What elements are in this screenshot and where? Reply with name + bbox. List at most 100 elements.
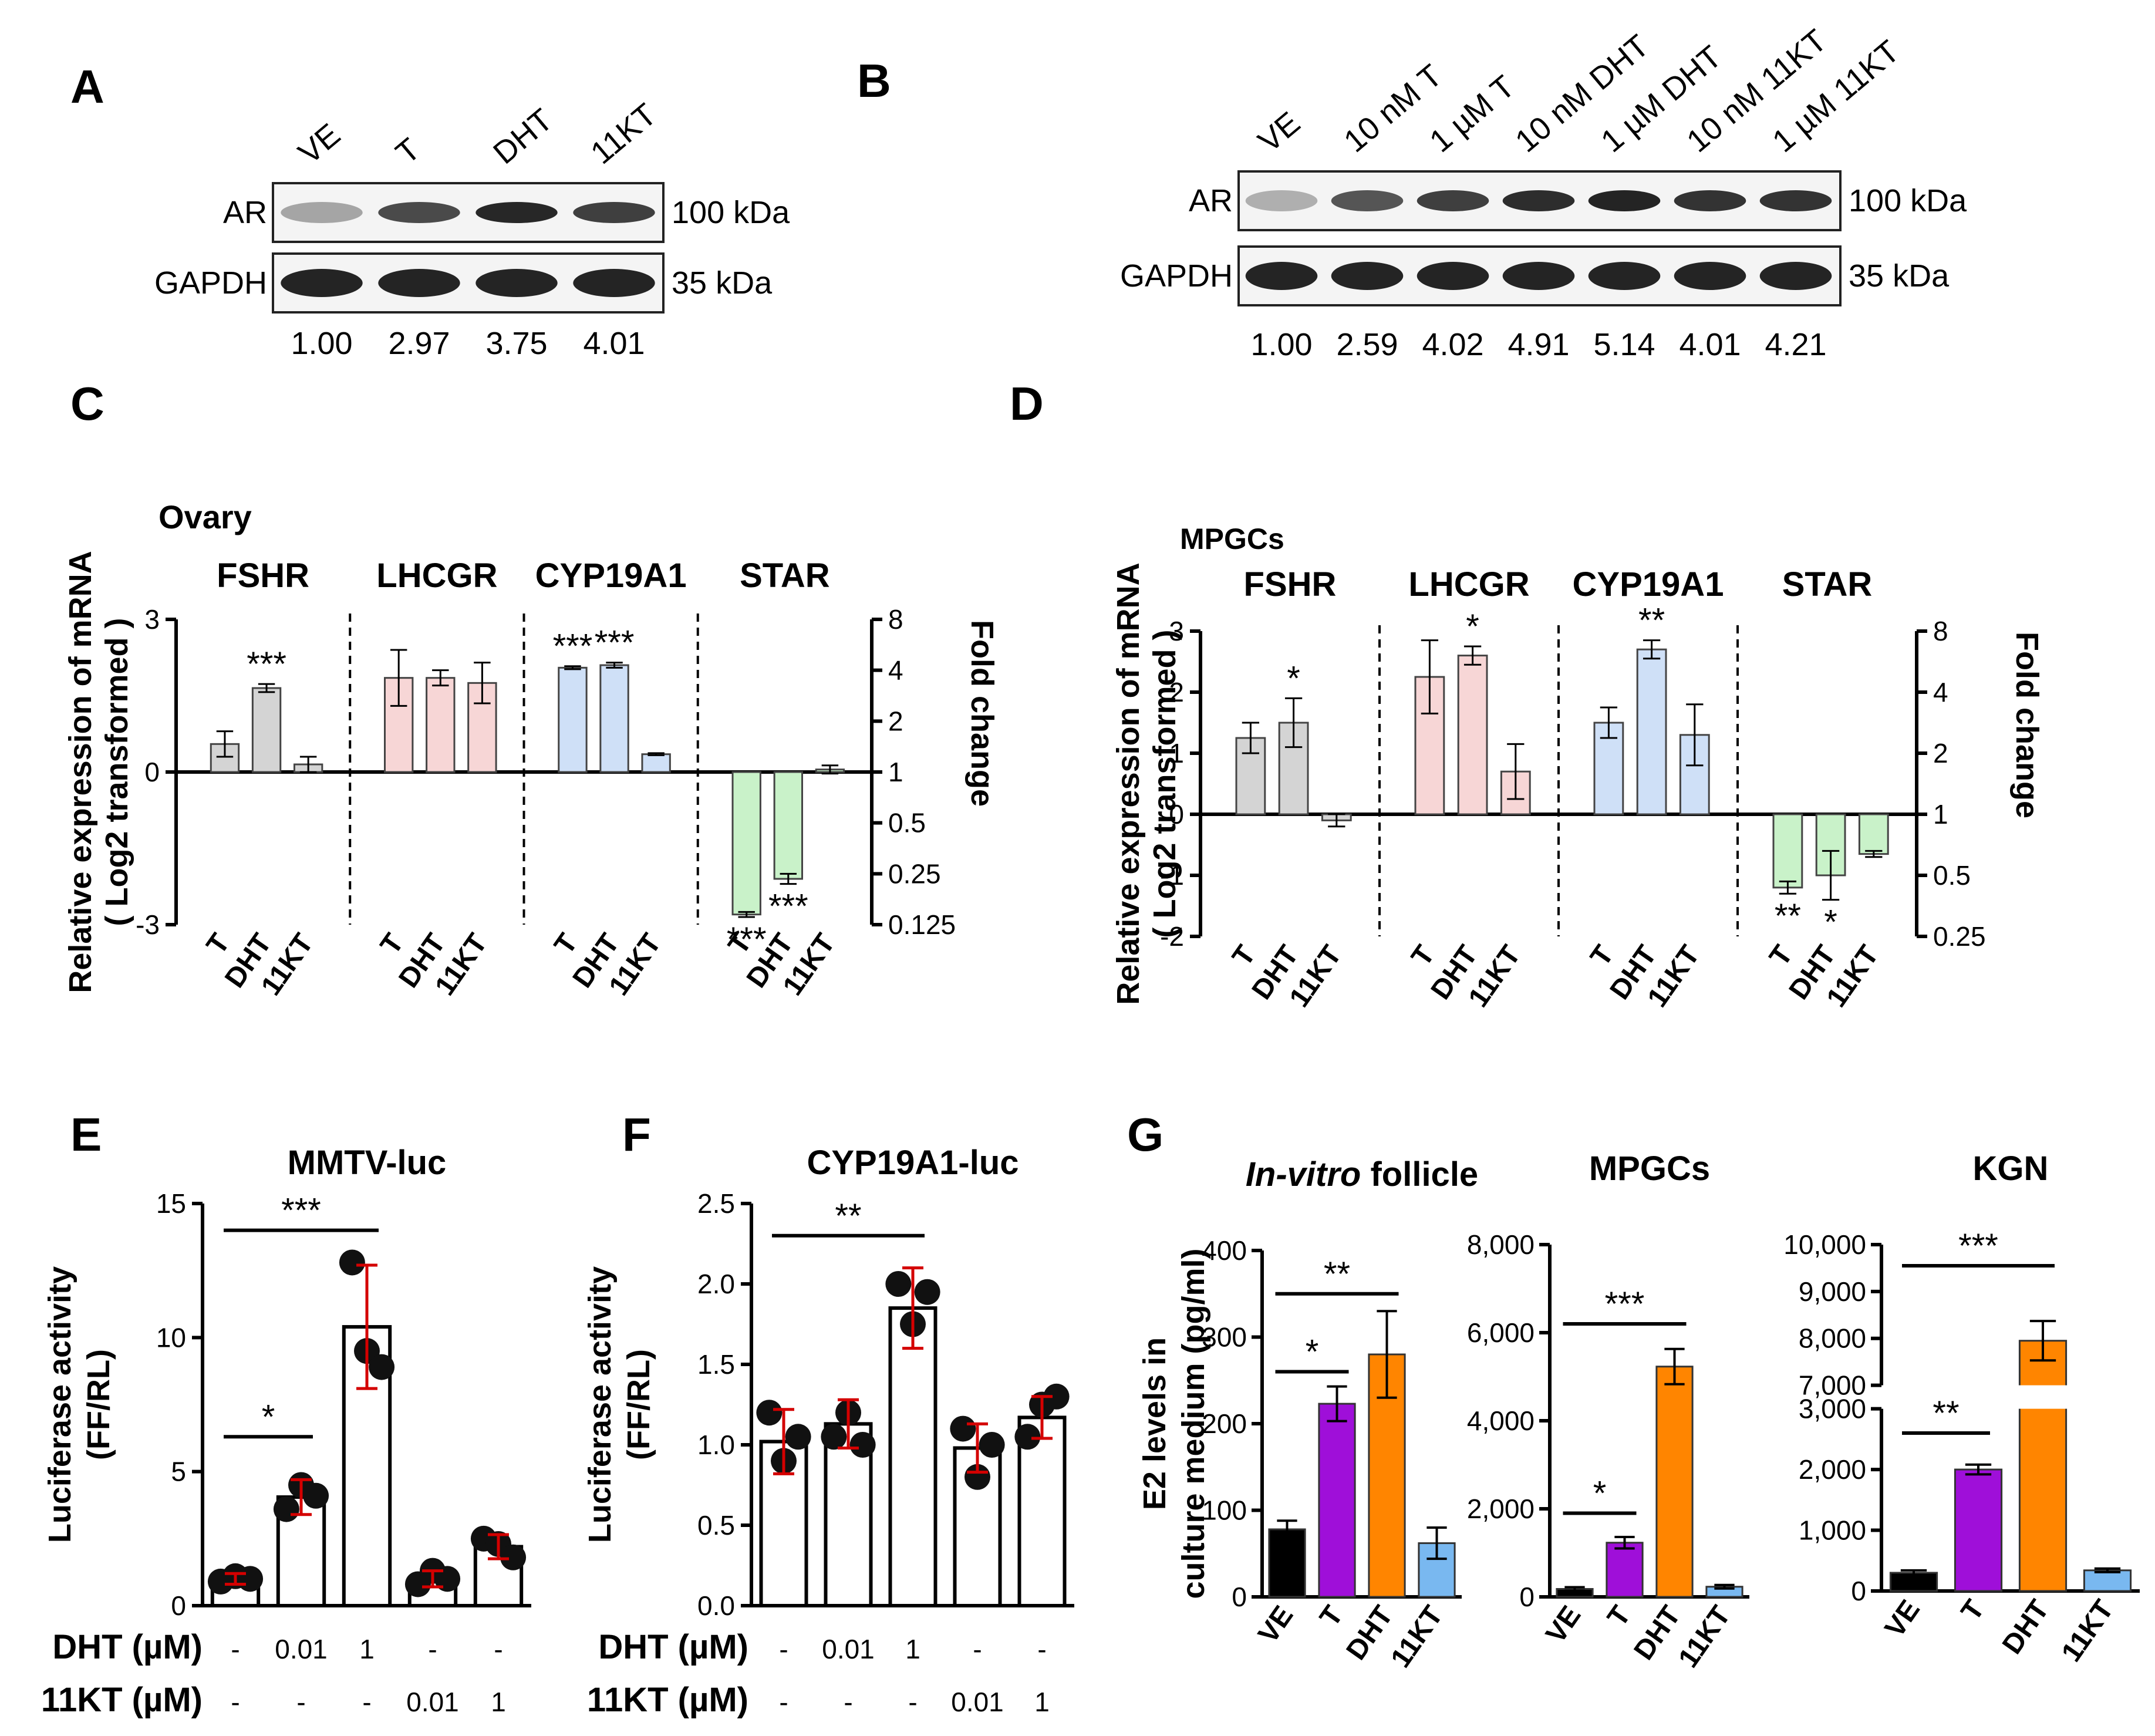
y2-tick-label: 0.25 [888, 858, 941, 889]
y-tick-label: 0 [1519, 1582, 1535, 1612]
significance-mark: *** [595, 624, 635, 662]
y-tick-label: 2 [1169, 677, 1184, 707]
category-label: T [201, 928, 236, 960]
y-tick-label: 3 [144, 604, 160, 635]
y2-tick-label: 2 [888, 706, 903, 736]
data-point [237, 1566, 264, 1592]
significance-mark: *** [727, 921, 767, 959]
y-tick-label: 1,000 [1799, 1515, 1866, 1546]
bar [1954, 1468, 2003, 1592]
blot-band [1674, 190, 1746, 211]
blot-band [475, 202, 558, 223]
y2-tick-label: 2 [1933, 738, 1948, 768]
y2-tick-label: 4 [1933, 677, 1948, 707]
bar [1772, 813, 1803, 889]
bar [731, 771, 761, 916]
bar [251, 687, 282, 773]
dose-dht-value: - [973, 1634, 982, 1664]
y-tick-label: 0.0 [697, 1590, 735, 1621]
category-label: T [1314, 1600, 1349, 1632]
dose-11kt-value: 0.01 [406, 1687, 459, 1717]
data-point [821, 1424, 847, 1450]
dose-11kt-value: - [908, 1687, 917, 1717]
blot-band [573, 269, 655, 297]
category-label: T [375, 928, 410, 960]
bar [1318, 1403, 1356, 1598]
dose-11kt-value: - [296, 1687, 305, 1717]
y-tick-label: 6,000 [1467, 1317, 1535, 1348]
dose-dht-value: - [779, 1634, 788, 1664]
chart-title-italic: In-vitro [1246, 1155, 1361, 1194]
y-tick-label: 3 [1169, 616, 1184, 646]
panel-label-c: C [70, 377, 104, 430]
y2-tick-label: 1 [888, 757, 903, 787]
group-label: FSHR [1244, 565, 1337, 604]
chart-title: MMTV-luc [288, 1144, 447, 1182]
y-tick-label: 2,000 [1799, 1454, 1866, 1485]
bar [1636, 648, 1667, 815]
blot-band [1588, 262, 1661, 290]
y-tick-label: 5 [171, 1457, 186, 1487]
dose-dht-value: 1 [359, 1634, 375, 1664]
blot-quant-value: 4.02 [1422, 327, 1483, 362]
significance-mark: ** [1933, 1394, 1959, 1432]
bar [1606, 1542, 1644, 1598]
blot-band [1245, 262, 1318, 290]
blot-band [573, 202, 655, 223]
data-point [303, 1482, 329, 1509]
dose-dht-value: 0.01 [275, 1634, 328, 1664]
blot-band [378, 269, 460, 297]
y-tick-label: 100 [1202, 1495, 1247, 1526]
chart-title: In-vitro follicle [1246, 1155, 1478, 1194]
significance-mark: *** [1605, 1285, 1645, 1323]
blot-quant-value: 4.21 [1765, 327, 1826, 362]
blot-quant-value: 2.97 [388, 326, 450, 361]
data-point [964, 1464, 990, 1490]
dose-11kt-value: - [231, 1687, 240, 1717]
axis-break-gap [1883, 1385, 2141, 1409]
blot-quant-value: 1.00 [291, 326, 352, 361]
y-tick-label: 2.5 [697, 1188, 735, 1219]
blot-band [1245, 190, 1318, 211]
y-axis-label: Relative expression of mRNA [1111, 562, 1146, 1004]
dose-dht-value: 0.01 [822, 1634, 875, 1664]
y2-axis-label: Fold change [964, 620, 1000, 807]
bar [558, 666, 588, 773]
dose-dht-value: 1 [905, 1634, 920, 1664]
y-tick-label: 3,000 [1799, 1394, 1866, 1424]
category-label: VE [1252, 1600, 1299, 1649]
y2-tick-label: 4 [888, 655, 903, 686]
y-axis-label-unit: (FF/RL) [81, 1349, 116, 1460]
significance-mark: *** [768, 888, 808, 926]
blot-lane-label: DHT [487, 102, 559, 171]
data-point [785, 1424, 811, 1450]
y2-tick-label: 0.5 [888, 808, 926, 838]
category-label: VE [1879, 1595, 1926, 1643]
dose-dht-label: DHT (µM) [52, 1628, 203, 1666]
chart-e-mmtv-luc: MMTV-luc Luciferase activity (FF/RL) 0 5 10 15… [41, 1144, 531, 1719]
category-label: T [1584, 940, 1620, 972]
group-label: CYP19A1 [1573, 565, 1724, 604]
y-axis-label-unit: ( Log2 transformed ) [1147, 629, 1182, 938]
panel-label-d: D [1010, 377, 1044, 430]
blot-band [1417, 262, 1489, 290]
data-point [979, 1432, 1005, 1458]
y-tick-label: 400 [1202, 1235, 1247, 1266]
blot-quant-value: 2.59 [1336, 327, 1398, 362]
bar [1655, 1366, 1694, 1598]
y-tick-label: 4,000 [1467, 1405, 1535, 1436]
bar [599, 664, 629, 773]
y-tick-label: 0 [1232, 1582, 1247, 1612]
dose-dht-label: DHT (µM) [598, 1628, 748, 1666]
dose-11kt-value: 1 [491, 1687, 506, 1717]
blot-band [281, 202, 363, 223]
y2-axis-label: Fold change [2009, 632, 2045, 818]
blot-size-label: 35 kDa [672, 265, 773, 301]
category-label: DHT [1997, 1595, 2055, 1660]
blot-size-label: 35 kDa [1849, 258, 1950, 294]
bar [2018, 1340, 2068, 1592]
blot-quant-value: 5.14 [1593, 327, 1655, 362]
chart-c-ovary: Ovary Relative expression of mRNA( Log2 t… [63, 498, 1000, 1001]
